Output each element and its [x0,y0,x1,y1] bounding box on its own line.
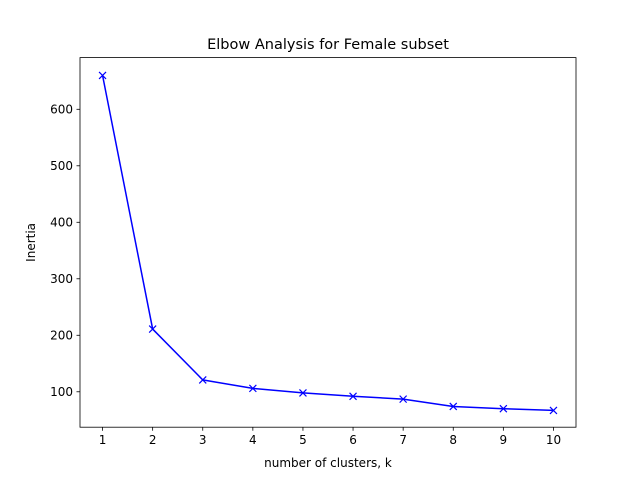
x-tick-label: 2 [149,433,157,447]
series-line [101,75,554,412]
x-tick-label: 7 [399,433,407,447]
x-tick-label: 6 [349,433,357,447]
y-tick-label: 600 [50,103,73,117]
y-axis-label: Inertia [24,223,38,262]
data-point-marker [449,402,458,411]
x-tick-label: 8 [449,433,457,447]
plot-frame [79,57,577,428]
y-tick-label: 400 [50,216,73,230]
y-tick-label: 100 [50,385,73,399]
x-tick-label: 3 [199,433,207,447]
x-axis-ticks: 1 2 3 4 5 6 7 8 9 10 [99,427,561,447]
plot-area [80,57,576,428]
series-layer [98,71,558,415]
data-point-marker [349,392,357,401]
x-tick-label: 5 [299,433,307,447]
data-point-marker [248,384,257,393]
data-point-marker [198,375,207,384]
data-point-marker [148,325,157,333]
y-tick-label: 200 [50,329,73,343]
data-point-marker [299,388,307,397]
data-point-marker [98,71,107,80]
data-point-marker [549,406,558,415]
x-axis-label: number of clusters, k [264,456,392,470]
x-tick-label: 1 [99,433,107,447]
chart-title: Elbow Analysis for Female subset [207,37,449,53]
x-tick-label: 10 [546,433,561,447]
data-point-marker [399,395,408,404]
x-tick-label: 9 [500,433,508,447]
y-tick-label: 300 [50,272,73,286]
y-axis-ticks: 100 200 300 400 500 600 [50,103,80,399]
data-point-marker [499,404,508,413]
x-tick-label: 4 [249,433,257,447]
y-tick-label: 500 [50,159,73,173]
